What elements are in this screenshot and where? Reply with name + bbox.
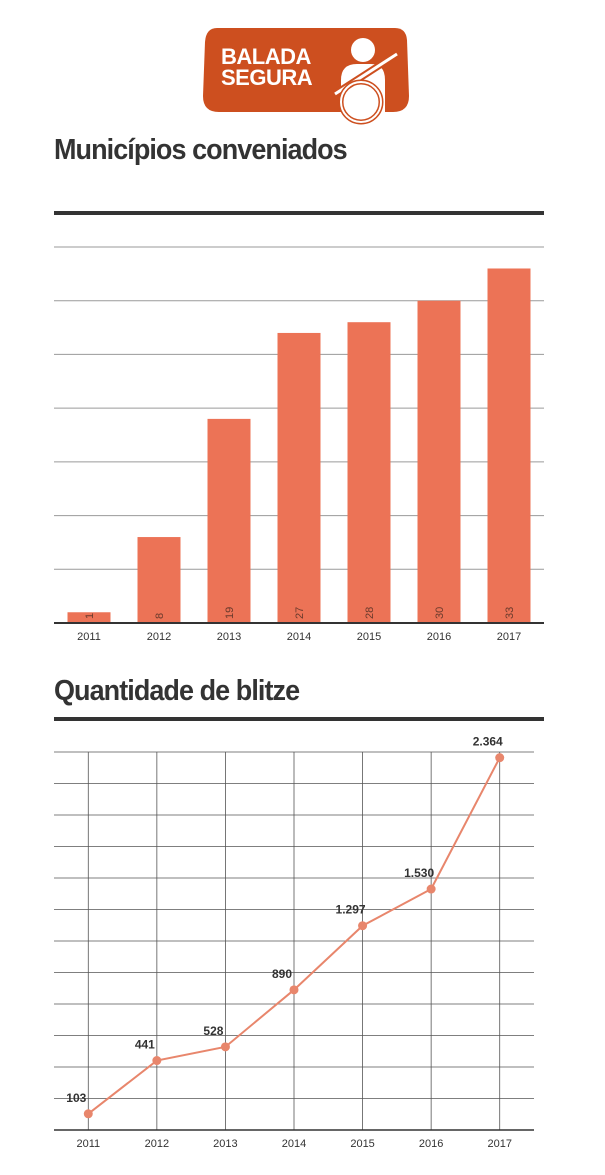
- bar-x-tick-label: 2015: [357, 631, 381, 643]
- data-point: [426, 884, 436, 894]
- line-x-tick-label: 2011: [76, 1138, 100, 1150]
- line-chart-title: Quantidade de blitze: [54, 675, 300, 707]
- data-point: [358, 921, 368, 931]
- logo-line-2: SEGURA: [221, 65, 313, 90]
- data-point: [220, 1042, 230, 1052]
- line-x-tick-label: 2012: [145, 1138, 169, 1150]
- line-x-tick-label: 2014: [282, 1138, 306, 1150]
- bar-x-tick-label: 2011: [77, 631, 101, 643]
- data-point: [495, 753, 505, 763]
- bar-value-label: 30: [434, 607, 446, 619]
- bar-value-label: 27: [294, 607, 306, 619]
- bar-chart: 1 2011 8 2012 19 2013 27 2014 28 2015 30 2016 33 2017: [54, 246, 544, 643]
- bar-x-tick-label: 2013: [217, 631, 241, 643]
- line-x-tick-label: 2017: [487, 1138, 511, 1150]
- balada-segura-logo: BALADA SEGURA: [203, 24, 409, 125]
- logo-line-1: BALADA: [221, 44, 311, 69]
- bar-chart-title-rule: [54, 211, 544, 215]
- bar-value-label: 8: [154, 613, 166, 619]
- bar-value-label: 28: [364, 607, 376, 619]
- bar: [67, 612, 111, 623]
- bar-x-tick-label: 2017: [497, 631, 521, 643]
- bar: [137, 537, 181, 623]
- bar: [207, 418, 251, 623]
- bar-chart-title: Municípios conveniados: [54, 134, 348, 166]
- bar-value-label: 33: [504, 607, 516, 619]
- bar-x-tick-label: 2012: [147, 631, 171, 643]
- driver-seatbelt-icon: [203, 28, 409, 125]
- data-label: 1.530: [404, 866, 434, 880]
- line-chart-title-rule: [54, 717, 544, 721]
- line-x-tick-label: 2015: [350, 1138, 374, 1150]
- bar-value-label: 1: [84, 613, 96, 619]
- data-label: 890: [272, 967, 292, 981]
- data-point: [289, 985, 299, 995]
- bar-x-tick-label: 2014: [287, 631, 311, 643]
- data-point: [152, 1056, 162, 1066]
- line-x-tick-label: 2013: [213, 1138, 237, 1150]
- data-label: 1.297: [336, 903, 366, 917]
- bar: [347, 322, 391, 623]
- bar-x-tick-label: 2016: [427, 631, 451, 643]
- bar: [277, 332, 321, 623]
- data-label: 528: [203, 1024, 223, 1038]
- bar-value-label: 19: [224, 607, 236, 619]
- bar: [487, 268, 531, 623]
- bar: [417, 300, 461, 623]
- data-label: 441: [135, 1038, 155, 1052]
- line-x-tick-label: 2016: [419, 1138, 443, 1150]
- data-label: 103: [66, 1091, 86, 1105]
- data-point: [83, 1109, 93, 1119]
- data-label: 2.364: [473, 735, 503, 749]
